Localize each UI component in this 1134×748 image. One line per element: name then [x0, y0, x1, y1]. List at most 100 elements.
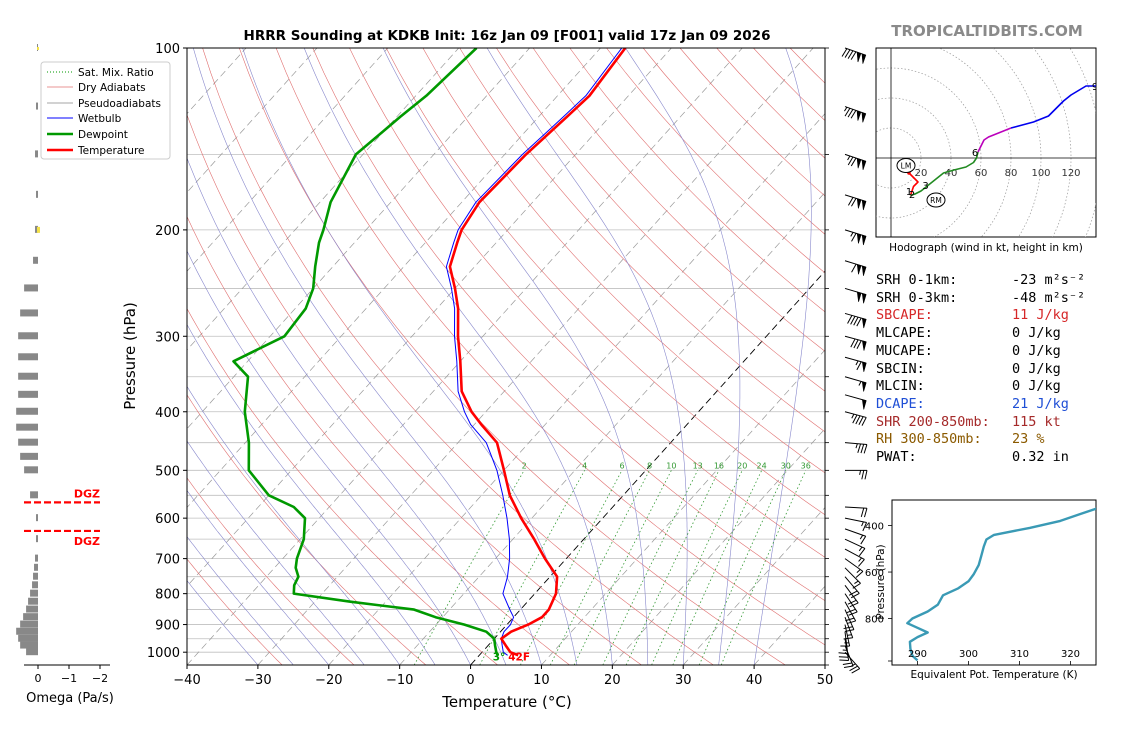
isotherm-gridline	[187, 48, 672, 587]
barb-full	[851, 668, 860, 674]
barb-full	[862, 522, 868, 532]
legend-label: Pseudoadiabats	[78, 98, 161, 110]
barb-full	[841, 48, 848, 57]
x-tick-label: 0	[466, 673, 474, 688]
hodograph-height-label: 6	[972, 148, 978, 159]
barb-half	[855, 360, 859, 366]
isotherm-gridline	[399, 191, 825, 665]
theta-y-tick-label: 600	[865, 568, 884, 579]
surface-dewpoint-label: 3°	[493, 651, 506, 663]
parameter-value: 0 J/kg	[1012, 325, 1061, 342]
omega-bar	[36, 102, 38, 110]
theta-x-tick-label: 310	[1010, 649, 1029, 660]
barb-full	[851, 233, 857, 242]
parameter-row: SRH 0-1km: -23 m²s⁻²	[876, 272, 1096, 290]
barb-half	[859, 534, 864, 540]
x-tick-label: −30	[244, 673, 271, 688]
pseudoadiabat	[242, 48, 578, 665]
barb-full	[863, 508, 868, 518]
barb-full	[851, 198, 857, 207]
barb-full	[847, 156, 854, 166]
dry-adiabat	[202, 48, 714, 665]
barb-full	[849, 602, 859, 608]
omega-axis-label: Omega (Pa/s)	[26, 691, 114, 706]
barb-full	[853, 316, 859, 326]
parameter-label: SRH 0-3km:	[876, 289, 958, 306]
isotherm-gridline	[328, 113, 825, 665]
hodograph-ring-label: 60	[975, 168, 988, 179]
pseudoadiabat	[187, 536, 294, 665]
barb-full	[855, 571, 864, 578]
theta-x-label: Equivalent Pot. Temperature (K)	[910, 669, 1077, 681]
barb-flag	[856, 51, 862, 63]
storm-motion-ring	[896, 158, 916, 173]
parameter-value: -23 m²s⁻²	[1012, 272, 1086, 288]
hodograph-ring-label: 120	[1061, 168, 1080, 179]
barb-full	[864, 470, 868, 480]
storm-motion-marker: RM	[926, 192, 946, 208]
hodograph-ring-label: 100	[1031, 168, 1050, 179]
x-tick-label: 30	[675, 673, 692, 688]
legend-label: Sat. Mix. Ratio	[78, 67, 154, 79]
theta-x-tick-label: 290	[908, 649, 927, 660]
parameter-row: SBCAPE: 11 J/kg	[876, 307, 1096, 325]
x-tick-label: 10	[533, 673, 550, 688]
wind-barb	[844, 376, 867, 392]
barb-flag	[861, 317, 867, 329]
dry-adiabat	[385, 48, 825, 516]
hodograph-ring-label: 40	[945, 168, 958, 179]
dry-adiabat	[349, 48, 825, 558]
barb-full	[852, 582, 861, 589]
barb-full	[847, 197, 854, 206]
barb-half	[859, 470, 862, 475]
barb-full	[847, 109, 854, 118]
barb-full	[861, 470, 865, 480]
parameter-row: DCAPE: 21 J/kg	[876, 396, 1096, 414]
barb-full	[838, 652, 848, 655]
isotherm-gridline	[187, 48, 743, 665]
y-axis-label: Pressure (hPa)	[121, 302, 139, 410]
y-tick-label: 600	[155, 512, 180, 527]
x-tick-label: 40	[746, 673, 763, 688]
omega-bar	[33, 256, 38, 264]
omega-tick-label: −2	[92, 672, 108, 685]
omega-bar	[20, 452, 38, 460]
parameter-row: SBCIN: 0 J/kg	[876, 361, 1096, 379]
x-tick-label: 20	[604, 673, 621, 688]
barb-full	[863, 444, 868, 454]
legend-label: Temperature	[77, 145, 145, 157]
barb-full	[856, 317, 862, 327]
barb-full	[850, 110, 857, 119]
mixing-ratio-label: 2	[522, 461, 527, 470]
omega-bar	[16, 627, 38, 635]
barb-flag	[856, 264, 862, 275]
mixing-ratio-label: 36	[801, 461, 811, 470]
storm-motion-ring	[926, 192, 946, 208]
y-tick-label: 800	[155, 588, 180, 603]
barb-flag	[856, 291, 862, 302]
wind-barb	[844, 567, 861, 589]
barb-flag	[856, 110, 862, 121]
barb-half	[851, 413, 855, 419]
legend-label: Wetbulb	[78, 113, 122, 125]
barb-half	[856, 569, 861, 573]
theta-y-tick-label: 400	[865, 522, 884, 533]
barb-full	[858, 548, 866, 557]
barb-half	[858, 557, 862, 562]
y-tick-label: 900	[155, 619, 180, 634]
storm-motion-label: LM	[901, 162, 912, 171]
wind-barb	[844, 576, 860, 599]
chart-title: HRRR Sounding at KDKB Init: 16z Jan 09 […	[244, 28, 771, 44]
omega-panel: DGZ DGZ 0 −1 −2 Omega (Pa/s)	[16, 44, 114, 706]
wind-barb	[844, 558, 864, 578]
omega-bar	[20, 309, 38, 317]
wetbulb-profile	[445, 48, 623, 656]
pseudoadiabat	[193, 48, 542, 665]
omega-bar	[20, 620, 38, 628]
dry-adiabat	[569, 48, 825, 313]
wind-barb	[844, 506, 868, 518]
y-tick-label: 200	[155, 224, 180, 239]
omega-tick-label: 0	[35, 672, 42, 685]
y-tick-label: 300	[155, 330, 180, 345]
